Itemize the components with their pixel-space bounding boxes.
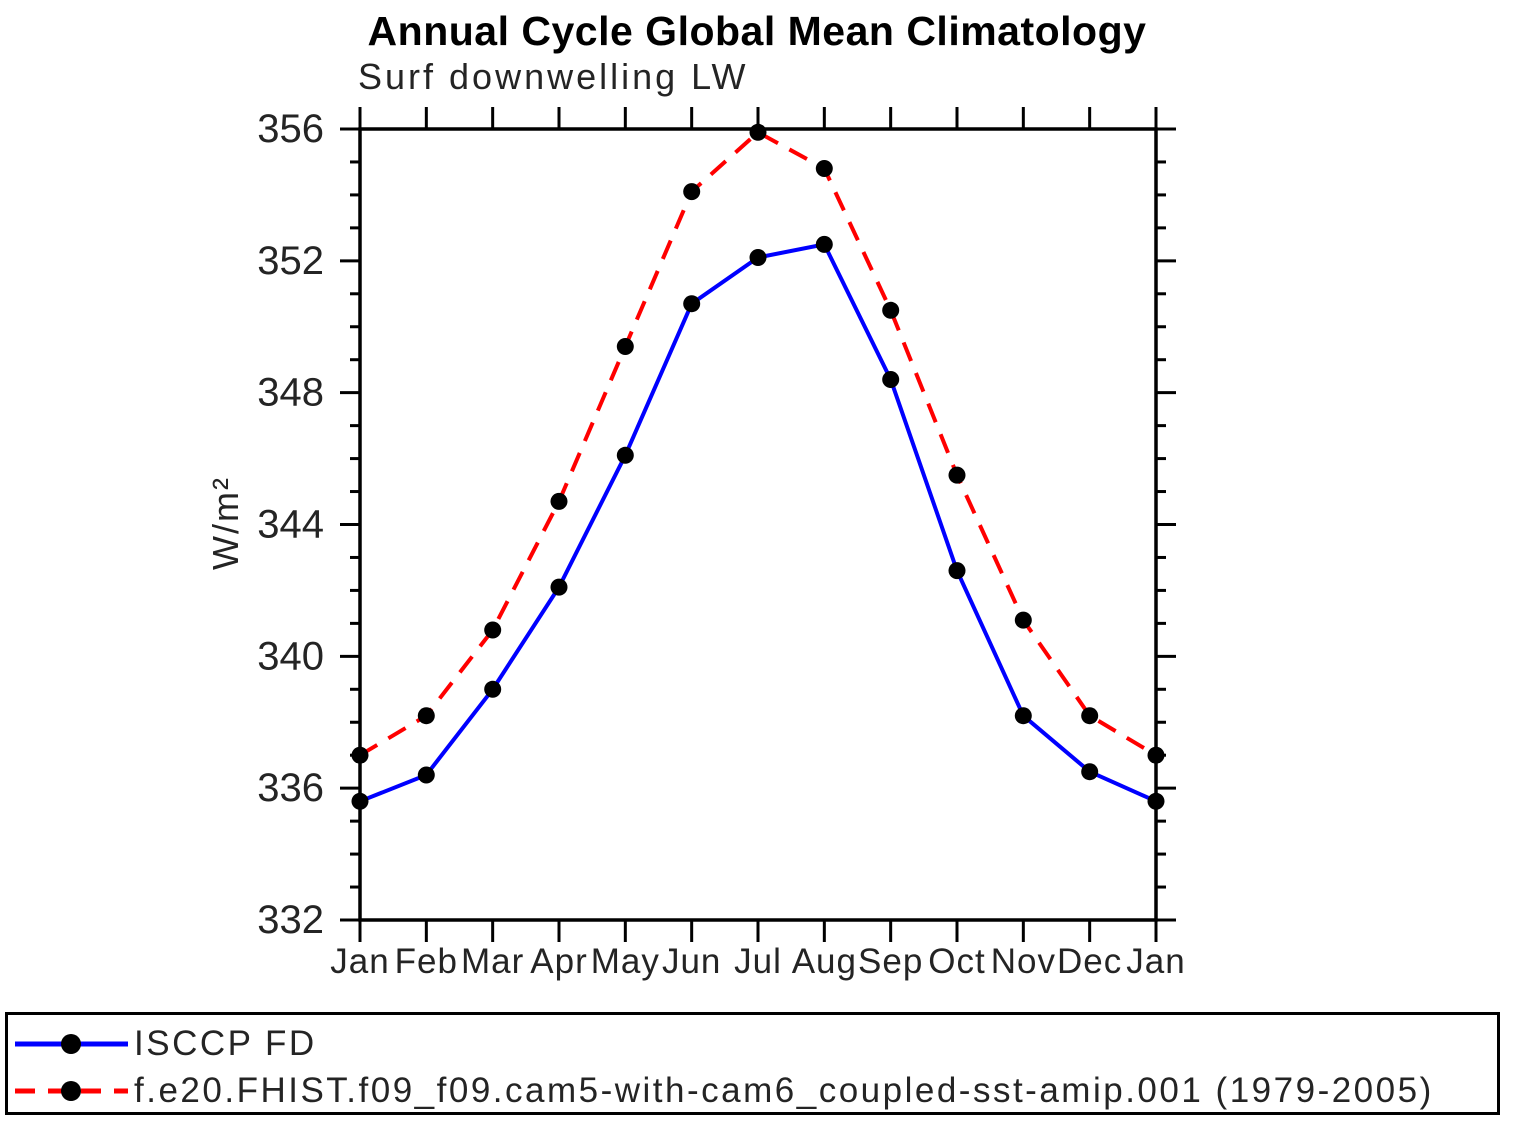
data-point-marker [351, 792, 369, 810]
x-tick-label: Jan [1126, 942, 1185, 981]
data-point-marker [948, 562, 966, 580]
data-point-marker [1147, 792, 1165, 810]
data-point-marker [882, 371, 900, 388]
x-tick-labels: Jan Feb Mar Apr May Jun Jul Aug Sep Oct Nov Dec Jan [330, 942, 1185, 981]
x-tick-label: Oct [928, 942, 985, 981]
x-tick-label: Jan [330, 942, 389, 981]
x-tick-label: Feb [395, 942, 458, 981]
series-line-0 [359, 242, 1157, 804]
chart-title: Annual Cycle Global Mean Climatology [367, 8, 1147, 54]
y-axis-ticks [340, 127, 1176, 922]
legend-line-dashed-swatch [15, 1080, 128, 1101]
data-point-marker [1014, 707, 1032, 725]
y-tick-label: 356 [257, 107, 324, 151]
x-tick-label: Apr [530, 942, 587, 981]
legend-item-isccp-fd: ISCCP FD [13, 1020, 1497, 1067]
data-point-marker [749, 249, 767, 266]
y-tick-label: 332 [257, 898, 324, 942]
chart-subtitle: Surf downwelling LW [358, 56, 749, 97]
legend-label-isccp-fd: ISCCP FD [134, 1023, 317, 1063]
x-tick-label: May [591, 942, 660, 981]
x-tick-label: Mar [461, 942, 524, 981]
x-tick-label: Jun [662, 942, 721, 981]
y-tick-label: 352 [257, 239, 324, 283]
y-tick-labels: 332 336 340 344 348 352 356 [257, 107, 324, 942]
data-point-marker [550, 492, 568, 510]
data-point-marker [1014, 611, 1032, 629]
y-tick-label: 336 [257, 766, 324, 810]
data-point-marker [484, 680, 502, 698]
legend-box: ISCCP FD f.e20.FHIST.f09_f09.cam5-with-c… [5, 1012, 1500, 1115]
x-axis-ticks [358, 107, 1158, 942]
data-point-marker [616, 446, 634, 464]
data-point-marker [1147, 746, 1165, 764]
legend-line-solid-swatch [15, 1033, 128, 1054]
data-point-marker [351, 746, 369, 764]
x-tick-label: Nov [991, 942, 1056, 981]
data-point-marker [948, 466, 966, 484]
y-tick-label: 340 [257, 634, 324, 678]
data-point-marker [550, 578, 568, 596]
data-point-marker [815, 235, 833, 253]
x-tick-label: Sep [858, 942, 923, 981]
x-tick-label: Jul [734, 942, 782, 981]
data-point-marker [1081, 763, 1099, 781]
plot-frame [358, 127, 1158, 922]
data-point-marker [749, 123, 767, 141]
data-point-marker [882, 301, 900, 319]
legend-label-model-run: f.e20.FHIST.f09_f09.cam5-with-cam6_coupl… [134, 1070, 1434, 1110]
x-tick-label: Aug [792, 942, 857, 981]
series-markers-0 [351, 235, 1165, 810]
data-point-marker [484, 621, 502, 639]
series-markers-1 [351, 123, 1165, 764]
series-line-1 [358, 129, 1158, 757]
data-point-marker [417, 707, 435, 725]
legend-marker-dot [61, 1033, 81, 1054]
data-point-marker [616, 338, 634, 355]
data-point-marker [815, 160, 833, 177]
legend-marker-dot [61, 1080, 81, 1101]
y-tick-label: 344 [257, 503, 324, 547]
data-point-marker [683, 183, 701, 201]
data-point-marker [683, 295, 701, 313]
data-point-marker [417, 766, 435, 784]
data-point-marker [1081, 707, 1099, 725]
y-tick-label: 348 [257, 371, 324, 415]
x-tick-label: Dec [1057, 942, 1122, 981]
legend-item-model-run: f.e20.FHIST.f09_f09.cam5-with-cam6_coupl… [13, 1067, 1497, 1114]
